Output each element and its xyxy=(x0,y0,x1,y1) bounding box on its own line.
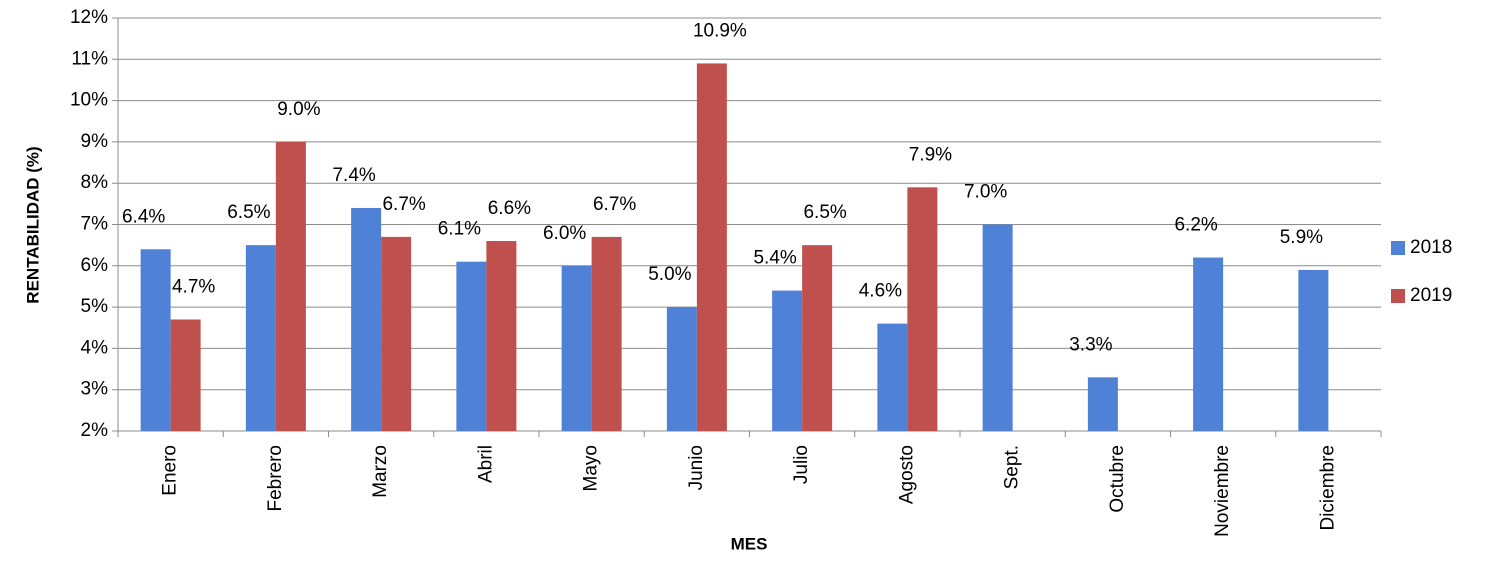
x-tick-label: Junio xyxy=(686,445,707,490)
y-tick-label: 6% xyxy=(81,255,109,276)
legend-label: 2018 xyxy=(1410,237,1452,258)
bar xyxy=(275,141,306,431)
y-tick-label: 4% xyxy=(81,337,109,358)
data-label: 6.5% xyxy=(803,202,846,223)
data-label: 6.1% xyxy=(438,219,481,240)
data-label: 5.4% xyxy=(753,248,796,269)
bar xyxy=(381,236,412,431)
data-label: 6.4% xyxy=(122,206,165,227)
bar xyxy=(456,261,487,431)
bar xyxy=(245,245,276,431)
data-label: 5.0% xyxy=(648,264,691,285)
y-tick-label: 2% xyxy=(81,420,109,441)
y-tick-label: 3% xyxy=(81,379,109,400)
bar xyxy=(351,207,382,431)
data-label: 7.4% xyxy=(332,165,375,186)
y-tick-label: 8% xyxy=(81,172,109,193)
bar xyxy=(1087,377,1118,431)
bar xyxy=(140,249,171,431)
bar xyxy=(561,265,592,431)
y-tick-label: 10% xyxy=(70,90,108,111)
data-label: 6.0% xyxy=(543,223,586,244)
x-tick-label: Sept. xyxy=(1002,445,1023,489)
bar xyxy=(591,236,622,431)
x-tick-label: Diciembre xyxy=(1317,445,1338,531)
x-tick-label: Julio xyxy=(791,445,812,484)
data-label: 3.3% xyxy=(1069,334,1112,355)
x-tick-label: Marzo xyxy=(370,445,391,498)
x-tick-label: Febrero xyxy=(265,445,286,512)
x-tick-label: Noviembre xyxy=(1212,445,1233,537)
x-tick-label: Abril xyxy=(475,445,496,483)
data-label: 4.6% xyxy=(859,281,902,302)
y-tick-label: 11% xyxy=(71,48,108,69)
data-label: 10.9% xyxy=(693,20,747,41)
x-tick-label: Agosto xyxy=(896,445,917,504)
bar xyxy=(982,224,1013,431)
legend-swatch xyxy=(1391,241,1405,255)
data-label: 6.5% xyxy=(227,202,270,223)
bar xyxy=(1193,257,1224,431)
y-tick-label: 7% xyxy=(81,214,109,235)
data-label: 7.9% xyxy=(909,144,952,165)
bar xyxy=(802,245,833,431)
x-tick-label: Octubre xyxy=(1107,445,1128,513)
data-label: 9.0% xyxy=(277,99,320,120)
bar xyxy=(1298,269,1329,431)
bar xyxy=(170,319,201,431)
bar xyxy=(877,323,908,431)
y-tick-label: 12% xyxy=(70,7,108,28)
data-label: 5.9% xyxy=(1280,227,1323,248)
y-tick-label: 9% xyxy=(81,131,109,152)
data-label: 6.7% xyxy=(593,194,636,215)
bar xyxy=(772,290,803,431)
bar xyxy=(486,241,517,431)
data-label: 6.6% xyxy=(488,198,531,219)
data-label: 6.2% xyxy=(1174,215,1217,236)
legend-label: 2019 xyxy=(1410,285,1452,306)
bar xyxy=(696,63,727,432)
bar xyxy=(907,187,938,431)
y-axis-title: RENTABILIDAD (%) xyxy=(23,146,42,303)
y-tick-label: 5% xyxy=(81,296,109,317)
x-tick-label: Mayo xyxy=(581,445,602,491)
x-axis-title: MES xyxy=(731,534,768,553)
legend-swatch xyxy=(1391,289,1405,303)
data-label: 4.7% xyxy=(172,277,215,298)
data-label: 7.0% xyxy=(964,182,1007,203)
bar xyxy=(666,307,697,431)
data-label: 6.7% xyxy=(382,194,425,215)
x-tick-label: Enero xyxy=(160,445,181,496)
